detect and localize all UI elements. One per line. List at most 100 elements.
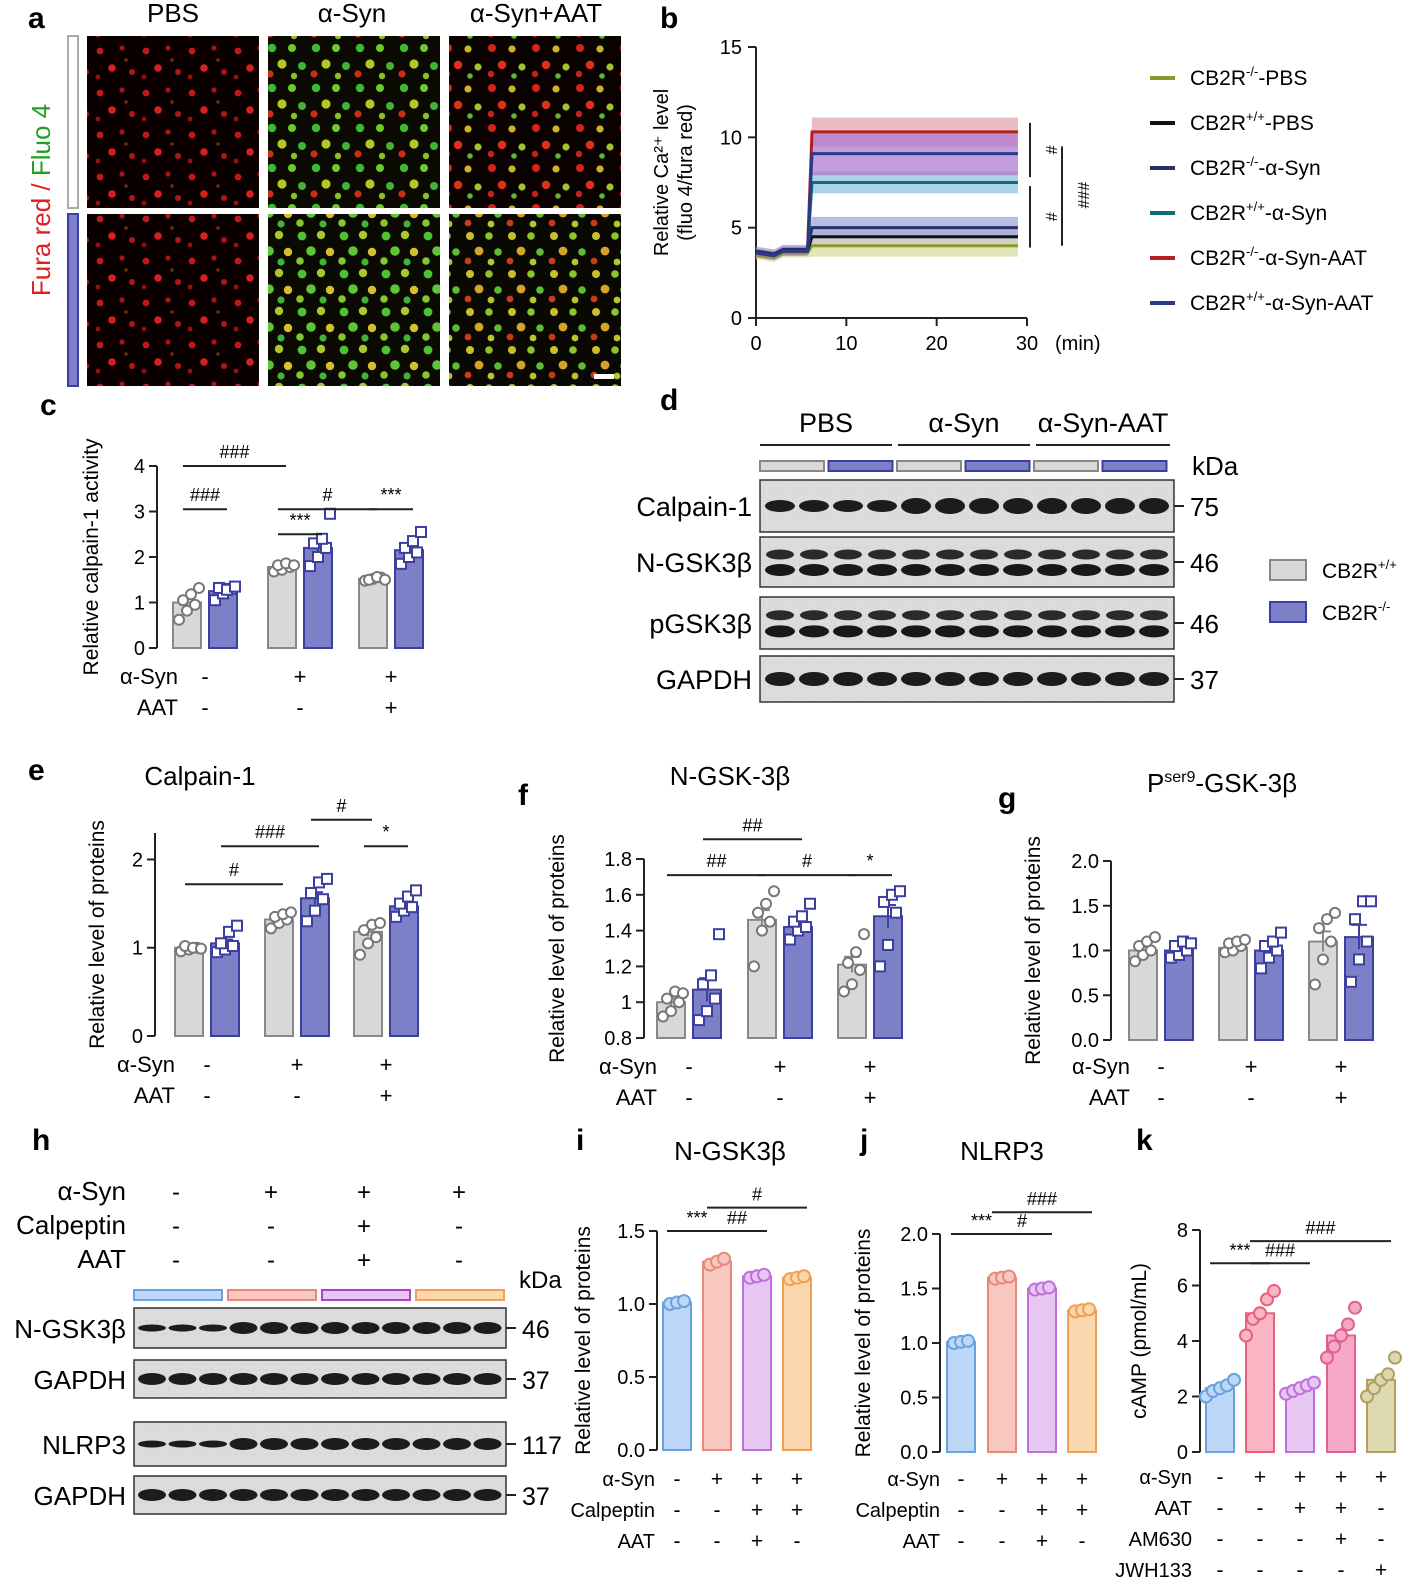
blot-band bbox=[382, 1438, 410, 1450]
significance-label: *** bbox=[1229, 1240, 1250, 1260]
condition-sign: - bbox=[1297, 1559, 1304, 1582]
blot-band bbox=[1139, 625, 1169, 638]
blot-band bbox=[351, 1373, 380, 1385]
blot-band bbox=[1106, 549, 1134, 560]
panel-a-ylabel: Fura red / Fluo 4 bbox=[26, 104, 56, 296]
chart-title-base: P bbox=[1147, 768, 1164, 798]
x-tick-label: 10 bbox=[835, 333, 857, 355]
panel-label-i: i bbox=[576, 1124, 584, 1157]
y-axis-label: Relative level of proteins bbox=[852, 1229, 875, 1458]
blot-row-label: Calpain-1 bbox=[636, 492, 752, 522]
condition-sign: + bbox=[1375, 1559, 1387, 1582]
blot-band bbox=[382, 1322, 410, 1334]
y-tick-label: 1.0 bbox=[900, 1333, 928, 1355]
series-band bbox=[756, 131, 1018, 261]
blot-band bbox=[867, 564, 897, 576]
blot-band bbox=[766, 610, 794, 621]
data-point bbox=[390, 910, 402, 923]
data-point bbox=[265, 922, 277, 935]
blot-band bbox=[1038, 610, 1066, 621]
y-tick-label: 8 bbox=[1177, 1220, 1188, 1242]
condition-sign: - bbox=[674, 1468, 681, 1491]
legend-label: CB2R bbox=[1190, 202, 1246, 225]
condition-sign: + bbox=[357, 1247, 371, 1274]
blot-band bbox=[473, 1322, 502, 1334]
significance-label: ### bbox=[255, 822, 285, 842]
blot-band bbox=[229, 1438, 258, 1450]
y-tick-label: 4 bbox=[134, 456, 145, 478]
condition-sign: + bbox=[751, 1530, 763, 1553]
data-point bbox=[677, 1294, 691, 1309]
y-tick-label: 0.0 bbox=[1071, 1030, 1099, 1052]
data-point bbox=[1129, 955, 1141, 968]
data-point bbox=[697, 978, 709, 991]
data-point bbox=[854, 963, 866, 976]
blot-band bbox=[1037, 625, 1067, 638]
blot-band bbox=[199, 1489, 227, 1501]
blot-band bbox=[199, 1373, 227, 1385]
condition-sign: + bbox=[1335, 1054, 1348, 1079]
y-tick-label: 2 bbox=[132, 849, 143, 871]
blot-band bbox=[290, 1438, 319, 1450]
legend-entry: CB2R+/+-α-Syn bbox=[1190, 199, 1327, 225]
y-axis-label-line2: (fluo 4/fura red) bbox=[675, 104, 697, 241]
blot-band bbox=[901, 625, 931, 638]
legend-label: CB2R bbox=[1322, 560, 1378, 583]
condition-sign: - bbox=[1378, 1497, 1385, 1520]
y-tick-label: 2 bbox=[134, 547, 145, 569]
kda-value: 117 bbox=[522, 1432, 562, 1460]
data-point bbox=[1239, 1328, 1253, 1343]
image-wt-pbs bbox=[87, 36, 259, 208]
blot-band bbox=[321, 1438, 349, 1450]
blot-band bbox=[412, 1438, 441, 1450]
blot-band bbox=[1139, 564, 1169, 576]
blot-band bbox=[199, 1324, 227, 1332]
blot-row-label: pGSK3β bbox=[649, 609, 752, 639]
bar bbox=[1218, 946, 1248, 1041]
blot-band bbox=[765, 625, 795, 638]
chart-title: N-GSK3β bbox=[674, 1136, 786, 1166]
condition-label: Calpeptin bbox=[570, 1500, 655, 1522]
bar bbox=[873, 915, 903, 1040]
blot-band bbox=[833, 500, 863, 512]
y-tick-label: 1.6 bbox=[604, 885, 632, 907]
condition-sign: + bbox=[385, 695, 398, 720]
condition-label: AM630 bbox=[1129, 1529, 1192, 1551]
genotype-marker bbox=[1033, 460, 1099, 472]
y-tick-label: 5 bbox=[731, 218, 742, 240]
y-tick-label: 0.5 bbox=[900, 1388, 928, 1410]
data-point bbox=[784, 933, 796, 946]
data-point bbox=[1239, 933, 1251, 946]
condition-sign: - bbox=[172, 1179, 180, 1206]
data-point bbox=[288, 559, 300, 572]
scale-bar bbox=[594, 374, 614, 379]
condition-label: α-Syn bbox=[602, 1469, 655, 1491]
bar bbox=[210, 942, 240, 1038]
panel-a-genotype-bar-ko bbox=[67, 213, 79, 387]
condition-sign: - bbox=[685, 1085, 692, 1110]
chart-title: N-GSK-3β bbox=[670, 761, 790, 791]
series-line bbox=[755, 152, 1018, 258]
data-point bbox=[874, 960, 886, 973]
blot-band bbox=[260, 1489, 288, 1501]
condition-sign: + bbox=[1294, 1466, 1306, 1489]
panel-h-western-blot: α-Syn - + + + Calpeptin - - + - AAT - - + - kDa N-GSK3β 4… bbox=[14, 1176, 562, 1515]
panel-label-e: e bbox=[28, 754, 45, 787]
condition-label: α-Syn bbox=[887, 1469, 940, 1491]
kda-value: 46 bbox=[1190, 548, 1219, 578]
condition-sign: + bbox=[791, 1499, 803, 1522]
significance-label: ### bbox=[1027, 1189, 1057, 1209]
blot-band bbox=[765, 500, 795, 512]
blot-band bbox=[1140, 610, 1168, 621]
condition-label: AAT bbox=[903, 1531, 940, 1553]
bar bbox=[782, 1276, 812, 1451]
significance-label: # bbox=[322, 485, 332, 505]
data-point bbox=[1341, 1317, 1355, 1332]
blot-band bbox=[902, 549, 930, 560]
blot-band bbox=[799, 672, 829, 686]
bar bbox=[742, 1275, 772, 1452]
panel-a-genotype-bar-wt bbox=[67, 35, 79, 209]
panel-k-bar-chart: 0 2 4 6 8 cAMP (pmol/mL) *** ### ### α-Syn - + + + + AA… bbox=[1115, 1218, 1402, 1582]
